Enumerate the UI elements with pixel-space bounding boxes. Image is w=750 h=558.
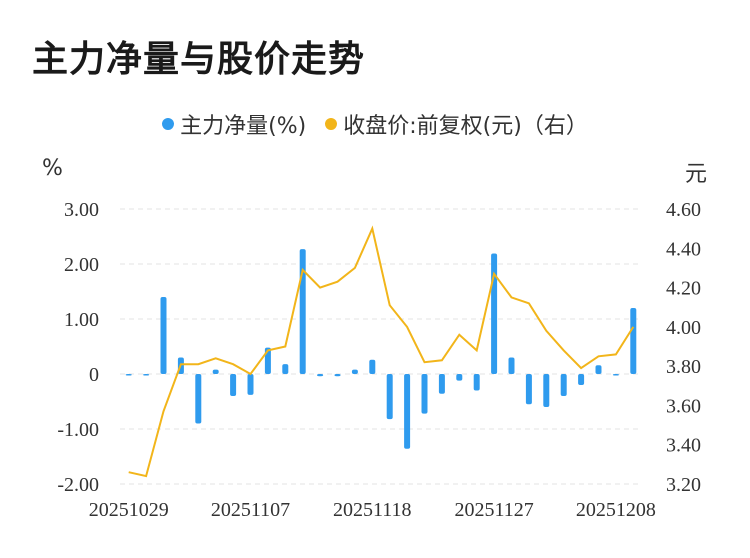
right-tick-label: 3.40 [666, 435, 701, 457]
right-tick-label: 4.40 [666, 238, 701, 260]
bar [578, 374, 585, 385]
legend-item-net-volume[interactable]: 主力净量(%) [162, 108, 306, 140]
x-tick-label: 20251107 [211, 499, 290, 521]
price-line [128, 225, 635, 478]
bar [386, 374, 393, 420]
bar [230, 374, 237, 396]
legend-marker-bar-icon [162, 118, 175, 130]
right-axis-ticks: 4.60 4.40 4.20 4.00 3.80 3.60 3.40 3.20 [666, 199, 701, 496]
legend-item-close-price[interactable]: 收盘价:前复权(元)（右） [325, 108, 588, 140]
left-tick-label: 3.00 [64, 199, 99, 221]
bar [212, 369, 219, 374]
bar [473, 374, 480, 391]
bar [143, 374, 150, 376]
left-axis-unit: % [42, 156, 63, 181]
bar [160, 297, 167, 374]
x-tick-label: 20251208 [576, 499, 656, 521]
bar [334, 374, 341, 377]
left-tick-label: 1.00 [64, 309, 99, 331]
left-tick-label: -2.00 [57, 474, 99, 496]
x-axis-ticks: 20251029 20251107 20251118 20251127 20251208 [89, 499, 656, 521]
legend-label-net-volume: 主力净量(%) [180, 114, 307, 139]
x-tick-label: 20251127 [454, 499, 533, 521]
right-tick-label: 3.60 [666, 395, 701, 417]
bar [299, 249, 306, 374]
left-axis-ticks: 3.00 2.00 1.00 0 -1.00 -2.00 [57, 199, 99, 496]
right-tick-label: 3.80 [666, 356, 701, 378]
x-tick-label: 20251029 [89, 499, 169, 521]
x-tick-label: 20251118 [333, 499, 412, 521]
left-tick-label: 0 [89, 364, 99, 386]
chart-title: 主力净量与股价走势 [32, 39, 366, 80]
bar [404, 374, 411, 449]
grid-lines [120, 208, 642, 485]
legend-marker-line-icon [325, 118, 338, 130]
bar [491, 253, 498, 374]
legend-label-close-price: 收盘价:前复权(元)（右） [343, 114, 588, 139]
right-tick-label: 4.00 [666, 317, 701, 339]
bar [508, 357, 515, 374]
bar [264, 347, 271, 374]
bar [247, 374, 254, 395]
bar [525, 374, 532, 405]
bar [438, 374, 445, 394]
bar [369, 359, 376, 374]
bar [456, 374, 463, 381]
right-tick-label: 4.60 [666, 199, 701, 221]
legend: 主力净量(%) 收盘价:前复权(元)（右） [0, 108, 750, 140]
bar [560, 374, 567, 396]
bar [543, 374, 550, 407]
bar [125, 374, 132, 376]
bar [612, 374, 619, 376]
right-tick-label: 3.20 [666, 474, 701, 496]
bar [195, 374, 202, 424]
bar [282, 364, 289, 374]
bar [421, 374, 428, 414]
line-series [128, 225, 635, 478]
bar-series [125, 249, 637, 449]
bar [351, 369, 358, 374]
right-tick-label: 4.20 [666, 278, 701, 300]
left-tick-label: -1.00 [57, 419, 99, 441]
bar [595, 365, 602, 374]
right-axis-unit: 元 [685, 162, 708, 187]
bar [630, 308, 637, 374]
left-tick-label: 2.00 [64, 254, 99, 276]
bar [317, 374, 324, 377]
